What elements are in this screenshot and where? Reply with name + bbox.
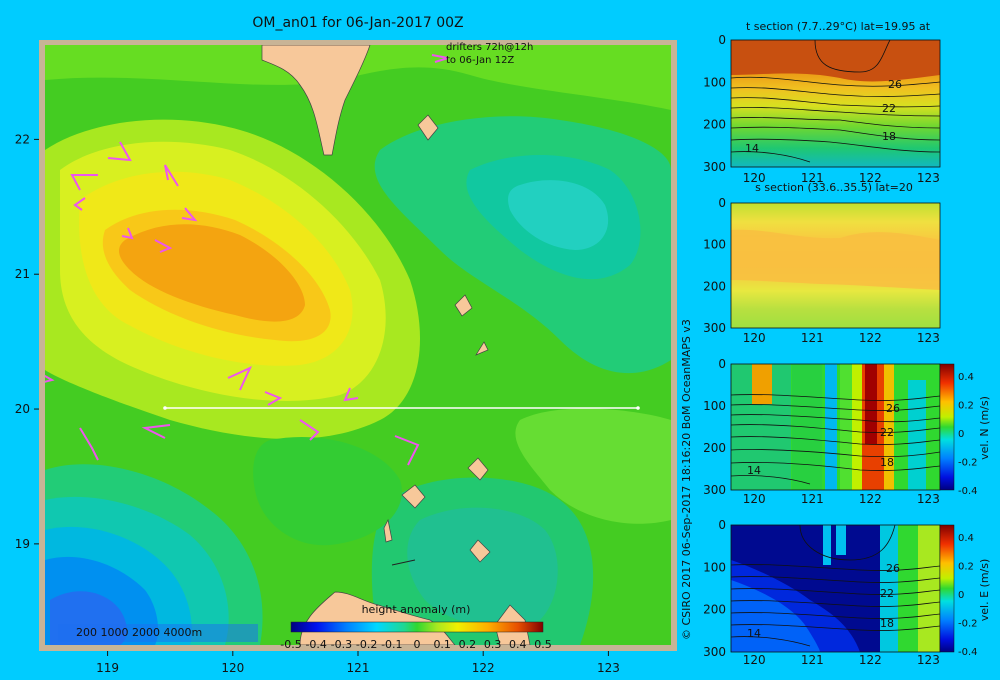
t-section-panel: t section (7.7..29°C) lat=19.95 at 26 22… bbox=[703, 20, 941, 185]
ve-colorbar-label: vel. E (m/s) bbox=[978, 559, 991, 622]
map-x-tick-label: 122 bbox=[472, 661, 495, 675]
section-x-tick-label: 121 bbox=[801, 492, 824, 506]
vn-contour-18: 18 bbox=[880, 456, 894, 469]
velocity-colorbar-tick-label: 0.4 bbox=[958, 533, 974, 544]
vn-section-panel: 26 22 18 14 0.4 0.2 0 -0.2 -0.4 vel. N (m/s)… bbox=[703, 357, 991, 506]
section-x-tick-label: 122 bbox=[859, 653, 882, 667]
section-y-tick-label: 300 bbox=[703, 321, 726, 335]
section-x-tick-label: 120 bbox=[743, 653, 766, 667]
section-y-tick-label: 0 bbox=[718, 357, 726, 371]
map-x-tick-label: 123 bbox=[597, 661, 620, 675]
ve-section-panel: 26 22 18 14 0.4 0.2 0 -0.2 -0.4 vel. E (m/s)… bbox=[703, 518, 991, 667]
section-y-tick-label: 300 bbox=[703, 483, 726, 497]
section-y-tick-label: 100 bbox=[703, 238, 726, 252]
section-x-tick-label: 122 bbox=[859, 171, 882, 185]
map-x-tick-label: 120 bbox=[221, 661, 244, 675]
section-x-tick-label: 123 bbox=[917, 492, 940, 506]
s-section-title: s section (33.6..35.5) lat=20 bbox=[755, 181, 913, 194]
section-y-tick-label: 200 bbox=[703, 118, 726, 132]
colorbar-tick-label: 0 bbox=[414, 638, 421, 651]
colorbar-tick-label: -0.1 bbox=[381, 638, 402, 651]
map-x-tick-label: 121 bbox=[347, 661, 370, 675]
ve-contour-26: 26 bbox=[886, 562, 900, 575]
map-field bbox=[45, 45, 671, 645]
section-y-tick-label: 0 bbox=[718, 33, 726, 47]
t-contour-26: 26 bbox=[888, 78, 902, 91]
vn-contour-26: 26 bbox=[886, 402, 900, 415]
section-x-tick-label: 120 bbox=[743, 492, 766, 506]
map-y-tick-label: 20 bbox=[15, 402, 30, 416]
colorbar-tick-label: -0.3 bbox=[331, 638, 352, 651]
t-contour-22: 22 bbox=[882, 102, 896, 115]
drifter-tracks bbox=[45, 54, 449, 466]
ve-contour-22: 22 bbox=[880, 587, 894, 600]
velocity-colorbar-tick-label: 0 bbox=[958, 429, 964, 440]
colorbar-tick-label: 0.4 bbox=[509, 638, 527, 651]
velocity-colorbar-tick-label: 0.4 bbox=[958, 372, 974, 383]
section-x-tick-label: 123 bbox=[917, 171, 940, 185]
credit-text: © CSIRO 2017 06-Sep-2017 18:16:20 BoM Oc… bbox=[680, 319, 693, 640]
section-y-tick-label: 0 bbox=[718, 196, 726, 210]
section-x-tick-label: 121 bbox=[801, 171, 824, 185]
section-x-tick-label: 122 bbox=[859, 331, 882, 345]
section-y-tick-label: 300 bbox=[703, 160, 726, 174]
colorbar-tick-label: 0.3 bbox=[484, 638, 502, 651]
colorbar-tick-label: -0.5 bbox=[280, 638, 301, 651]
section-y-tick-label: 200 bbox=[703, 603, 726, 617]
drifter-note-2: to 06-Jan 12Z bbox=[446, 55, 514, 66]
t-contour-18: 18 bbox=[882, 130, 896, 143]
section-x-tick-label: 120 bbox=[743, 331, 766, 345]
section-x-tick-label: 121 bbox=[801, 653, 824, 667]
map-x-tick-label: 119 bbox=[96, 661, 119, 675]
colorbar-tick-label: 0.2 bbox=[459, 638, 477, 651]
vn-contour-14: 14 bbox=[747, 464, 761, 477]
section-x-tick-label: 122 bbox=[859, 492, 882, 506]
ve-contour-18: 18 bbox=[880, 617, 894, 630]
section-y-tick-label: 100 bbox=[703, 560, 726, 574]
velocity-colorbar-tick-label: 0.2 bbox=[958, 562, 974, 573]
velocity-colorbar-tick-label: -0.2 bbox=[958, 619, 978, 630]
section-y-tick-label: 100 bbox=[703, 399, 726, 413]
map-title: OM_an01 for 06-Jan-2017 00Z bbox=[252, 15, 463, 31]
vn-colorbar-label: vel. N (m/s) bbox=[978, 396, 991, 460]
map-x-ticks: 119 120 121 122 123 bbox=[96, 651, 620, 675]
vn-contour-22: 22 bbox=[880, 426, 894, 439]
colorbar: height anomaly (m) -0.5 -0.4 -0.3 -0.2 -0.1 0… bbox=[280, 603, 551, 651]
section-y-tick-label: 300 bbox=[703, 645, 726, 659]
colorbar-tick-label: -0.4 bbox=[305, 638, 326, 651]
section-y-tick-label: 0 bbox=[718, 518, 726, 532]
section-x-tick-label: 120 bbox=[743, 171, 766, 185]
depth-legend: 200 1000 2000 4000m bbox=[76, 626, 202, 639]
map-y-tick-label: 19 bbox=[15, 537, 30, 551]
colorbar-tick-label: -0.2 bbox=[356, 638, 377, 651]
section-y-tick-label: 200 bbox=[703, 279, 726, 293]
velocity-colorbar-tick-label: -0.4 bbox=[958, 647, 978, 658]
colorbar-tick-label: 0.1 bbox=[433, 638, 451, 651]
map-y-ticks: 22 21 20 19 bbox=[15, 132, 39, 551]
colorbar-label: height anomaly (m) bbox=[362, 603, 471, 616]
velocity-colorbar-tick-label: -0.2 bbox=[958, 458, 978, 469]
velocity-colorbar-tick-label: 0 bbox=[958, 590, 964, 601]
colorbar-tick-label: 0.5 bbox=[534, 638, 552, 651]
section-y-tick-label: 100 bbox=[703, 75, 726, 89]
t-section-title: t section (7.7..29°C) lat=19.95 at bbox=[746, 20, 931, 33]
velocity-colorbar-tick-label: 0.2 bbox=[958, 401, 974, 412]
section-x-tick-label: 121 bbox=[801, 331, 824, 345]
velocity-colorbar-tick-label: -0.4 bbox=[958, 486, 978, 497]
section-x-tick-label: 123 bbox=[917, 331, 940, 345]
map-y-tick-label: 21 bbox=[15, 267, 30, 281]
section-y-tick-label: 200 bbox=[703, 441, 726, 455]
t-contour-14: 14 bbox=[745, 142, 759, 155]
ve-contour-14: 14 bbox=[747, 627, 761, 640]
drifter-note-1: drifters 72h@12h bbox=[446, 42, 533, 53]
map-y-tick-label: 22 bbox=[15, 132, 30, 146]
s-section-panel: s section (33.6..35.5) lat=20 120 121 122 1… bbox=[703, 181, 941, 345]
section-x-tick-label: 123 bbox=[917, 653, 940, 667]
